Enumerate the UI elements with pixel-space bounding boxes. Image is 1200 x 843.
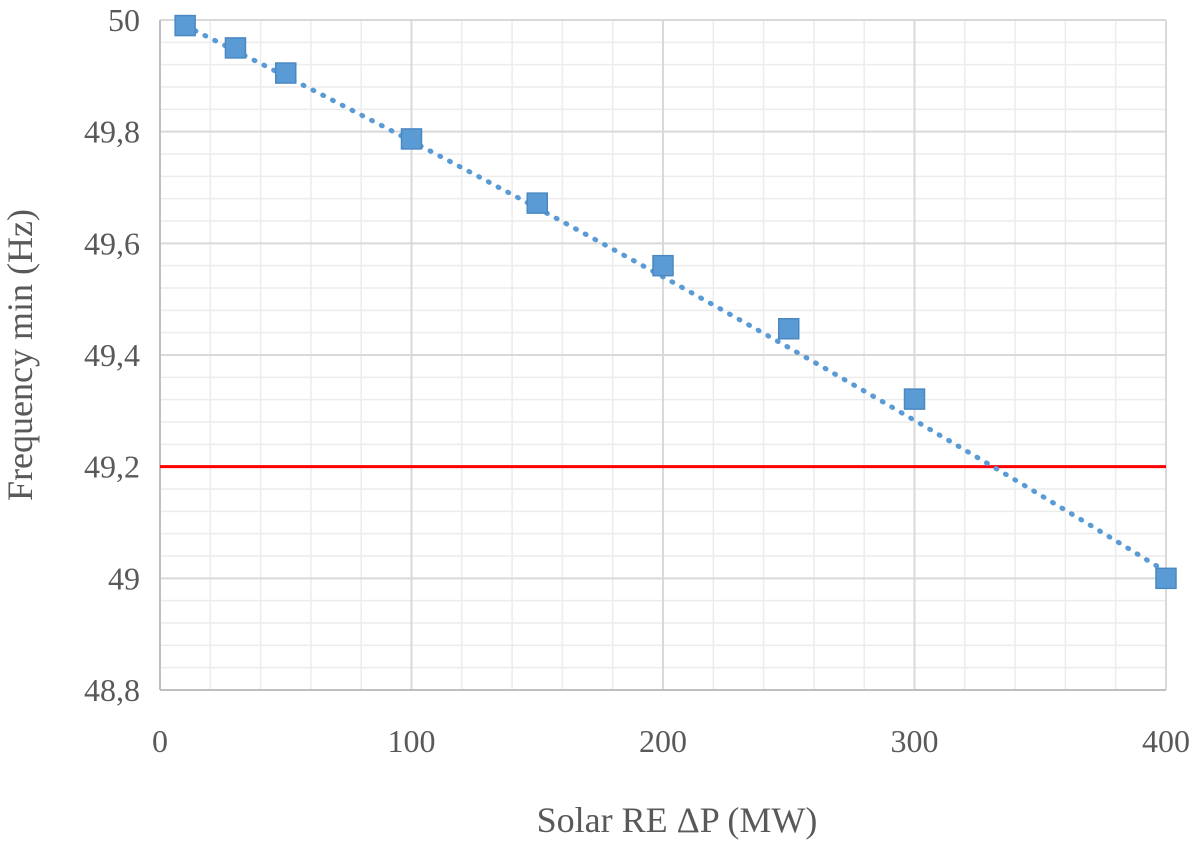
data-point <box>224 37 247 59</box>
data-point <box>400 128 423 150</box>
data-point <box>652 254 674 277</box>
data-point <box>778 318 800 340</box>
x-axis-title: Solar RE ΔP (MW) <box>537 800 818 840</box>
y-tick-label: 49,4 <box>84 337 140 373</box>
axes <box>159 20 1166 691</box>
y-tick-labels: 48,8 49 49,2 49,4 49,6 49,8 50 <box>84 2 140 708</box>
data-point <box>1155 567 1177 590</box>
y-tick-label: 49,6 <box>84 225 140 261</box>
x-tick-label: 200 <box>639 723 687 759</box>
x-tick-label: 300 <box>891 723 939 759</box>
y-axis-title: Frequency min (Hz) <box>0 209 40 501</box>
data-point <box>174 14 196 37</box>
y-tick-label: 49,8 <box>84 114 140 150</box>
y-tick-label: 50 <box>108 2 140 38</box>
data-point <box>903 388 926 410</box>
x-tick-labels: 0 100 200 300 400 <box>152 723 1190 759</box>
y-tick-label: 49,2 <box>84 449 140 485</box>
x-tick-label: 100 <box>388 723 436 759</box>
x-tick-label: 400 <box>1142 723 1190 759</box>
data-points <box>174 14 1177 590</box>
data-point <box>526 192 548 214</box>
x-tick-label: 0 <box>152 723 168 759</box>
y-tick-label: 49 <box>108 560 140 596</box>
data-point <box>275 62 297 84</box>
y-tick-label: 48,8 <box>84 672 140 708</box>
